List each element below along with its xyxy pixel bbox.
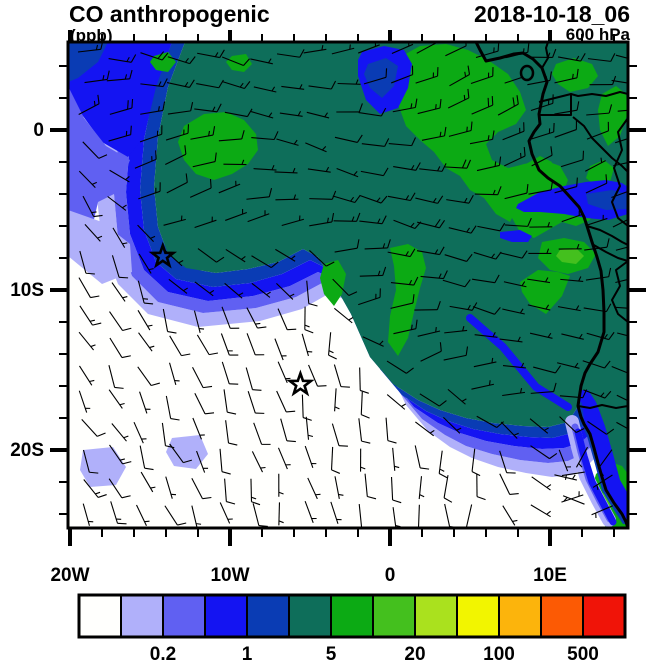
co-patch-green2: [556, 248, 584, 264]
colorbar-cell: [456, 594, 500, 638]
co-coastal-band: [574, 428, 617, 526]
y-axis-label: 20S: [10, 440, 44, 461]
colorbar-cell: [582, 594, 626, 638]
co-patch-white: [230, 332, 283, 384]
colorbar: 0.2 1 5 20 100 500: [77, 593, 627, 665]
colorbar-label: 1: [242, 644, 253, 665]
co-patch-green: [552, 58, 598, 92]
country-border: [586, 225, 628, 246]
map-field: [68, 42, 628, 528]
x-axis-label: 10E: [533, 565, 567, 586]
co-patch-green: [388, 244, 426, 356]
country-border: [541, 42, 549, 69]
station-star-marker: [286, 369, 315, 397]
co-patch-white: [323, 340, 364, 388]
country-border: [572, 116, 628, 173]
x-axis-label: 10W: [210, 565, 249, 586]
co-patch-green: [598, 86, 628, 146]
y-axis-label: 0: [33, 120, 44, 141]
co-patch-green: [226, 54, 252, 72]
co-patch-periwinkle: [166, 435, 208, 469]
wind-barbs: [77, 42, 628, 528]
colorbar-cell: [288, 594, 332, 638]
colorbar-label: 100: [483, 644, 515, 665]
co-patch-blue: [500, 230, 532, 242]
x-axis-label: 0: [385, 565, 396, 586]
colorbar-cell: [162, 594, 206, 638]
co-patch-green: [586, 160, 614, 186]
colorbar-cell: [204, 594, 248, 638]
colorbar-cell: [540, 594, 584, 638]
colorbar-label: 20: [404, 644, 425, 665]
colorbar-label: 500: [567, 644, 599, 665]
colorbar-frame: [77, 593, 627, 639]
colorbar-cell: [78, 594, 122, 638]
co-patch-green: [320, 260, 346, 306]
colorbar-label: 5: [326, 644, 337, 665]
colorbar-cell: [372, 594, 416, 638]
valid-time: 2018-10-18_06: [473, 1, 630, 27]
y-axis-label: 10S: [10, 280, 44, 301]
colorbar-cell: [330, 594, 374, 638]
map-border: [66, 40, 630, 530]
country-border: [539, 94, 572, 116]
country-border: [577, 404, 628, 409]
x-axis-label: 20W: [50, 565, 89, 586]
co-patch-green: [178, 112, 258, 180]
colorbar-cell: [414, 594, 458, 638]
colorbar-cell: [246, 594, 290, 638]
page-title: CO anthropogenic: [69, 1, 270, 27]
axis-ticks: [50, 30, 646, 546]
co-patch-slate: [68, 86, 130, 247]
station-star-marker: [148, 241, 178, 269]
co-patch-periwinkle: [80, 447, 126, 487]
co-patch-blue: [68, 42, 172, 157]
country-border: [591, 243, 628, 262]
colorbar-cell: [120, 594, 164, 638]
coastline: [474, 42, 628, 528]
island-outline: [519, 64, 535, 82]
co-patch-green: [520, 270, 570, 314]
co-patch-navy: [364, 58, 398, 98]
colorbar-label: 0.2: [150, 644, 176, 665]
country-border: [611, 260, 628, 323]
country-border: [611, 117, 628, 227]
colorbar-cell: [498, 594, 542, 638]
